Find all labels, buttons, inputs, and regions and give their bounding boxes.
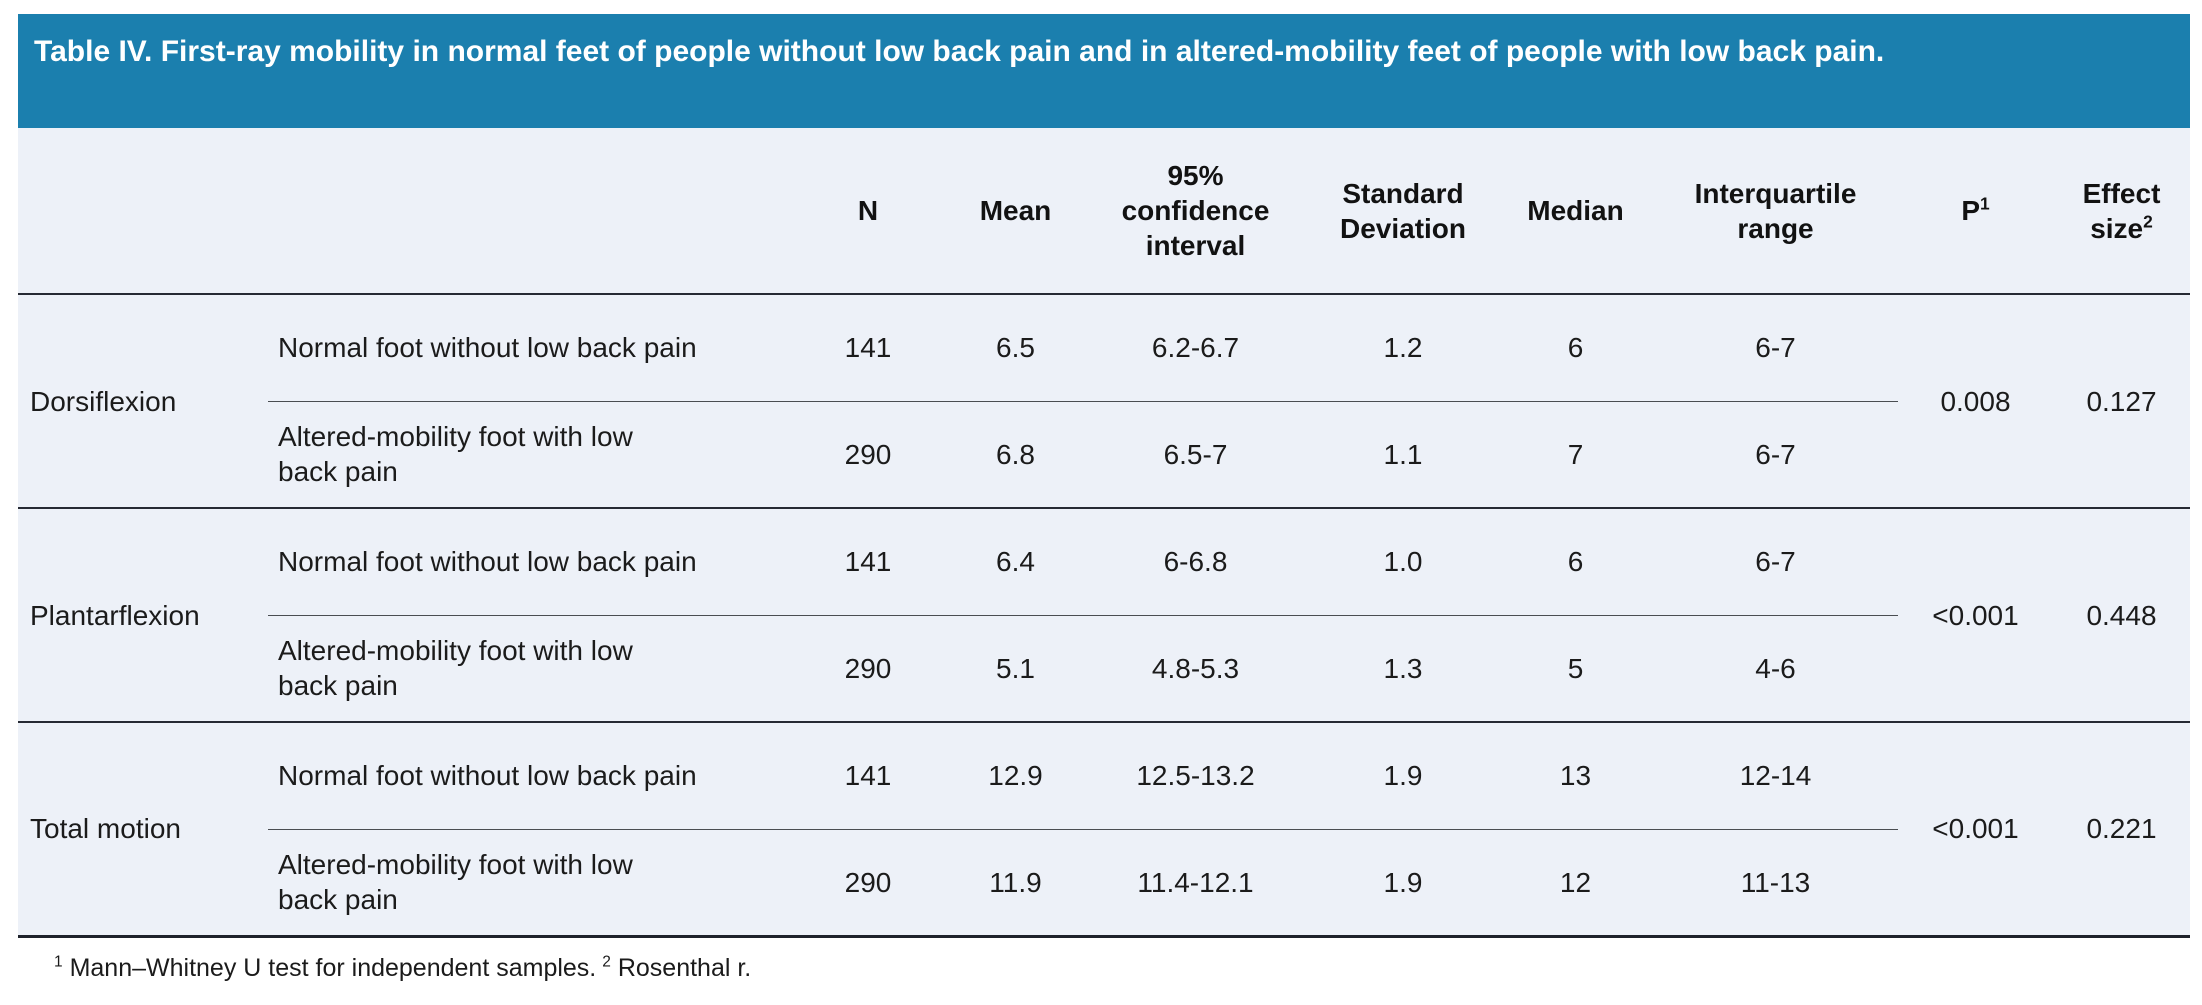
col-header-sd: Standard Deviation xyxy=(1308,128,1498,295)
row-label: Normal foot without low back pain xyxy=(268,722,788,830)
col-header-iqr: Interquartile range xyxy=(1653,128,1898,295)
cell-mean: 6.5 xyxy=(948,294,1083,402)
cell-n: 141 xyxy=(788,294,948,402)
cell-ci: 12.5-13.2 xyxy=(1083,722,1308,830)
cell-effect-size: 0.127 xyxy=(2086,385,2157,417)
cell-mean: 12.9 xyxy=(948,722,1083,830)
cell-iqr: 12-14 xyxy=(1653,722,1898,830)
table-panel: N Mean 95% confidence interval Standard … xyxy=(18,128,2190,938)
cell-p: 0.008 xyxy=(1940,385,2011,417)
row-label: Altered-mobility foot with low back pain xyxy=(278,421,633,488)
cell-iqr: 11-13 xyxy=(1740,866,1811,898)
table-row: Altered-mobility foot with low back pain… xyxy=(18,615,2190,722)
cell-iqr: 4-6 xyxy=(1755,652,1796,684)
col-header-n: N xyxy=(788,128,948,295)
col-header-empty-label xyxy=(268,128,788,295)
footnote: 1 Mann–Whitney U test for independent sa… xyxy=(54,954,2190,983)
group-total-motion: Total motion Normal foot without low bac… xyxy=(18,722,2190,936)
cell-n: 290 xyxy=(844,438,892,470)
cell-sd: 1.9 xyxy=(1308,722,1498,830)
cell-p: <0.001 xyxy=(1932,599,2019,631)
cell-ci: 4.8-5.3 xyxy=(1151,652,1240,684)
footnote-note-1: 1 Mann–Whitney U test for independent sa… xyxy=(54,953,597,982)
cell-mean: 11.9 xyxy=(989,866,1042,898)
col-header-empty-group xyxy=(18,128,268,295)
cell-effect-size: 0.448 xyxy=(2086,599,2157,631)
cell-sd: 1.2 xyxy=(1308,294,1498,402)
cell-sd: 1.9 xyxy=(1383,866,1423,898)
cell-mean: 6.4 xyxy=(948,508,1083,616)
footnote-superscript-1: 1 xyxy=(54,953,63,971)
group-plantarflexion: Plantarflexion Normal foot without low b… xyxy=(18,508,2190,722)
cell-p: <0.001 xyxy=(1932,813,2019,845)
cell-median: 6 xyxy=(1498,508,1653,616)
cell-ci: 11.4-12.1 xyxy=(1137,866,1254,898)
cell-ci: 6.5-7 xyxy=(1163,438,1228,470)
cell-ci: 6-6.8 xyxy=(1083,508,1308,616)
table-header-row: N Mean 95% confidence interval Standard … xyxy=(18,128,2190,295)
cell-n: 290 xyxy=(844,652,892,684)
data-table: N Mean 95% confidence interval Standard … xyxy=(18,128,2190,938)
row-label: Altered-mobility foot with low back pain xyxy=(278,849,633,915)
effect-size-superscript: 2 xyxy=(2143,211,2153,232)
table-row: Altered-mobility foot with low back pain… xyxy=(18,829,2190,936)
cell-n: 141 xyxy=(788,722,948,830)
table-row: Dorsiflexion Normal foot without low bac… xyxy=(18,294,2190,417)
group-label: Plantarflexion xyxy=(30,599,200,631)
cell-sd: 1.3 xyxy=(1383,652,1423,684)
cell-median: 12 xyxy=(1559,866,1592,898)
cell-iqr: 6-7 xyxy=(1755,438,1796,470)
cell-median: 5 xyxy=(1567,652,1584,684)
footnote-note-2: 2 Rosenthal r. xyxy=(602,953,752,982)
row-label: Normal foot without low back pain xyxy=(268,294,788,402)
col-header-mean: Mean xyxy=(948,128,1083,295)
cell-iqr: 6-7 xyxy=(1653,294,1898,402)
cell-n: 141 xyxy=(788,508,948,616)
table-row: Altered-mobility foot with low back pain… xyxy=(18,401,2190,508)
cell-mean: 5.1 xyxy=(996,652,1035,684)
group-label: Total motion xyxy=(30,813,181,845)
cell-n: 290 xyxy=(844,866,892,898)
cell-mean: 6.8 xyxy=(996,438,1035,470)
cell-sd: 1.0 xyxy=(1308,508,1498,616)
col-header-effect-size: Effect size2 xyxy=(2053,128,2190,295)
cell-ci: 6.2-6.7 xyxy=(1083,294,1308,402)
cell-sd: 1.1 xyxy=(1383,438,1423,470)
table-row: Total motion Normal foot without low bac… xyxy=(18,722,2190,844)
cell-median: 13 xyxy=(1498,722,1653,830)
table-row: Plantarflexion Normal foot without low b… xyxy=(18,508,2190,631)
row-label: Normal foot without low back pain xyxy=(268,508,788,616)
group-dorsiflexion: Dorsiflexion Normal foot without low bac… xyxy=(18,294,2190,508)
cell-median: 6 xyxy=(1498,294,1653,402)
row-label: Altered-mobility foot with low back pain xyxy=(278,635,633,702)
col-header-median: Median xyxy=(1498,128,1653,295)
cell-effect-size: 0.221 xyxy=(2086,813,2157,845)
group-label: Dorsiflexion xyxy=(30,385,177,417)
table-title: Table IV. First-ray mobility in normal f… xyxy=(18,14,2190,128)
p-superscript: 1 xyxy=(1980,193,1990,214)
cell-iqr: 6-7 xyxy=(1653,508,1898,616)
col-header-ci: 95% confidence interval xyxy=(1083,128,1308,295)
footnote-superscript-2: 2 xyxy=(602,953,611,971)
table-figure: Table IV. First-ray mobility in normal f… xyxy=(18,14,2190,983)
cell-median: 7 xyxy=(1567,438,1584,470)
col-header-p: P1 xyxy=(1898,128,2053,295)
